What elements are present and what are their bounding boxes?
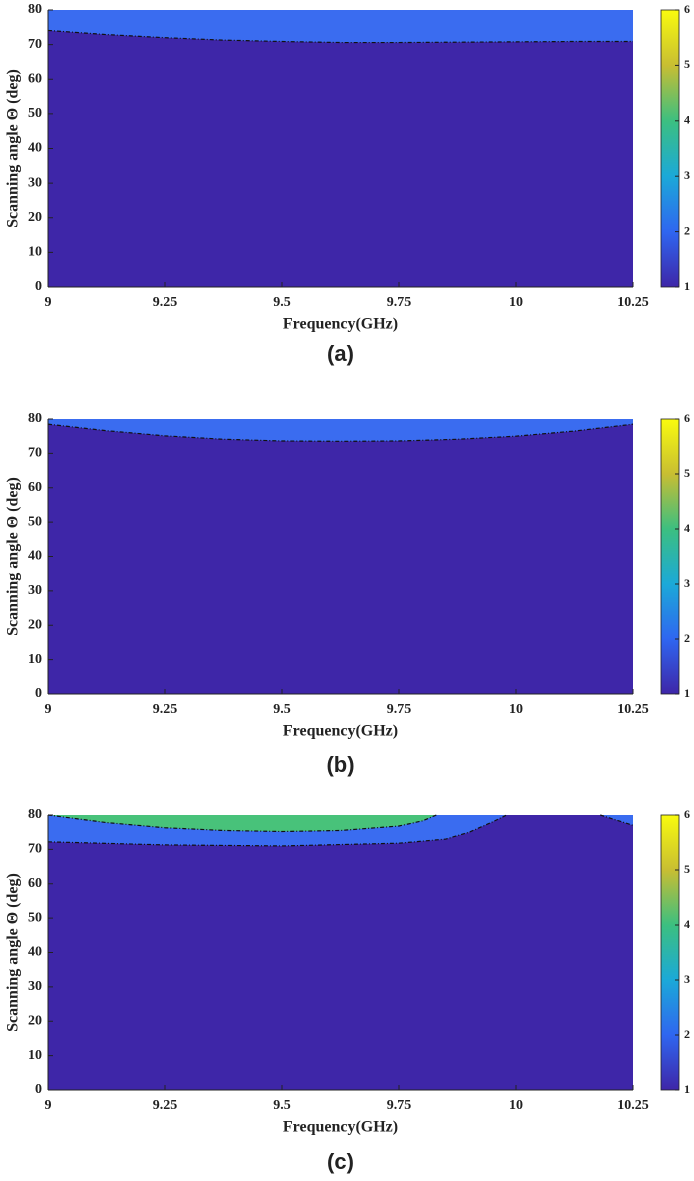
x-tick-label: 10.25 — [617, 1098, 649, 1113]
y-tick-label: 30 — [28, 979, 42, 994]
x-tick-label: 10 — [509, 1098, 523, 1113]
colorbar-tick-label: 4 — [684, 113, 690, 127]
x-tick-label: 9.25 — [153, 702, 178, 717]
colorbar-tick-label: 1 — [684, 686, 690, 700]
y-tick-label: 20 — [28, 617, 42, 632]
y-tick-label: 60 — [28, 71, 42, 86]
y-tick-label: 30 — [28, 175, 42, 190]
x-axis-label: Frequency(GHz) — [283, 1119, 398, 1136]
x-tick-label: 9.5 — [273, 295, 291, 310]
x-tick-label: 9.5 — [273, 702, 291, 717]
caption: (b) — [326, 752, 354, 777]
y-tick-label: 80 — [28, 2, 42, 17]
y-tick-label: 40 — [28, 549, 42, 564]
colorbar-tick-label: 2 — [684, 223, 690, 237]
y-axis-label: Scanning angle Θ (deg) — [5, 873, 22, 1032]
x-tick-label: 10 — [509, 295, 523, 310]
colorbar-tick-label: 3 — [684, 576, 690, 590]
colorbar-tick-label: 3 — [684, 972, 690, 986]
y-axis-label: Scanning angle Θ (deg) — [5, 69, 22, 228]
contour-line — [47, 423, 634, 442]
y-tick-label: 80 — [28, 411, 42, 426]
x-tick-label: 9.25 — [153, 1098, 178, 1113]
x-tick-label: 9 — [45, 295, 52, 310]
x-tick-label: 10 — [509, 702, 523, 717]
colorbar-tick-label: 4 — [684, 521, 690, 535]
x-tick-label: 9.5 — [273, 1098, 291, 1113]
y-tick-label: 10 — [28, 652, 42, 667]
y-tick-label: 50 — [28, 106, 42, 121]
colorbar-tick-label: 6 — [684, 2, 690, 16]
y-tick-label: 70 — [28, 446, 42, 461]
caption: (c) — [327, 1149, 354, 1174]
y-tick-label: 40 — [28, 945, 42, 960]
x-tick-label: 9.75 — [387, 295, 412, 310]
contour-region — [48, 10, 633, 43]
caption: (a) — [327, 341, 354, 366]
y-axis-label: Scanning angle Θ (deg) — [5, 477, 22, 636]
x-tick-label: 9 — [45, 702, 52, 717]
colorbar-tick-label: 3 — [684, 168, 690, 182]
colorbar-tick-label: 5 — [684, 466, 690, 480]
plot-area — [48, 815, 633, 1090]
y-tick-label: 30 — [28, 583, 42, 598]
y-tick-label: 70 — [28, 842, 42, 857]
colorbar-tick-label: 5 — [684, 862, 690, 876]
x-tick-label: 9.75 — [387, 702, 412, 717]
contour-line — [47, 814, 507, 847]
y-tick-label: 60 — [28, 876, 42, 891]
colorbar-tick-label: 1 — [684, 1082, 690, 1096]
contour-region — [600, 815, 633, 826]
y-tick-label: 20 — [28, 1013, 42, 1028]
colorbar-tick-label: 6 — [684, 807, 690, 821]
colorbar — [660, 9, 680, 288]
x-axis-label: Frequency(GHz) — [283, 316, 398, 333]
y-tick-label: 20 — [28, 210, 42, 225]
y-tick-label: 50 — [28, 910, 42, 925]
colorbar-tick-label: 5 — [684, 57, 690, 71]
contour-line — [47, 29, 633, 44]
colorbar-tick-label: 1 — [684, 279, 690, 293]
colorbar — [660, 418, 680, 695]
colorbar — [660, 814, 680, 1091]
x-tick-label: 10.25 — [617, 702, 649, 717]
y-tick-label: 0 — [35, 686, 42, 701]
contour-line — [47, 814, 437, 833]
y-tick-label: 80 — [28, 807, 42, 822]
y-tick-label: 0 — [35, 1082, 42, 1097]
y-tick-label: 10 — [28, 1048, 42, 1063]
y-tick-label: 0 — [35, 279, 42, 294]
contour-line — [600, 814, 634, 826]
y-tick-label: 40 — [28, 141, 42, 156]
y-tick-label: 50 — [28, 514, 42, 529]
colorbar-tick-label: 2 — [684, 631, 690, 645]
x-tick-label: 10.25 — [617, 295, 649, 310]
y-tick-label: 10 — [28, 245, 42, 260]
colorbar-tick-label: 4 — [684, 917, 690, 931]
x-axis-label: Frequency(GHz) — [283, 723, 398, 740]
x-tick-label: 9.75 — [387, 1098, 412, 1113]
contour-region — [48, 815, 437, 832]
colorbar-tick-label: 2 — [684, 1027, 690, 1041]
y-tick-label: 70 — [28, 37, 42, 52]
x-tick-label: 9 — [45, 1098, 52, 1113]
y-tick-label: 60 — [28, 480, 42, 495]
colorbar-tick-label: 6 — [684, 411, 690, 425]
contour-region — [48, 419, 633, 442]
plot-area — [48, 10, 633, 287]
x-tick-label: 9.25 — [153, 295, 178, 310]
plot-area — [48, 419, 633, 694]
